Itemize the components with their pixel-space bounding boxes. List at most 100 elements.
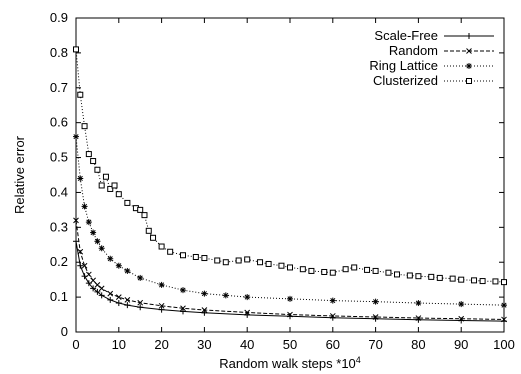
data-point: [115, 294, 122, 301]
data-point: [73, 46, 79, 53]
data-point: [76, 174, 84, 182]
legend-marker: [465, 62, 473, 70]
data-point: [179, 286, 187, 294]
x-tick-label: 20: [154, 337, 168, 352]
legend-label: Scale-Free: [374, 28, 438, 43]
legend-marker: [466, 78, 472, 84]
x-tick-label: 0: [72, 337, 79, 352]
data-point: [158, 281, 166, 289]
data-point: [85, 218, 93, 226]
data-point: [106, 296, 114, 304]
x-axis-label-superscript: 4: [356, 355, 361, 365]
x-tick-label: 60: [326, 337, 340, 352]
series-line-ring-lattice: [75, 136, 505, 306]
x-tick-label: 30: [197, 337, 211, 352]
data-point: [329, 297, 337, 305]
y-tick-label: 0.6: [50, 115, 68, 130]
series-random: [73, 217, 507, 323]
data-point: [329, 269, 336, 276]
y-tick-label: 0.5: [50, 150, 68, 165]
data-point: [90, 277, 97, 284]
data-point: [342, 266, 349, 273]
data-point: [167, 248, 174, 255]
data-point: [93, 237, 101, 245]
data-point: [385, 269, 392, 276]
data-point: [123, 267, 131, 275]
data-point: [115, 299, 123, 307]
data-point: [115, 191, 122, 198]
data-point: [106, 255, 114, 263]
data-point: [81, 123, 88, 130]
data-point: [102, 173, 109, 180]
data-point: [449, 275, 456, 282]
data-point: [351, 264, 358, 271]
data-point: [98, 182, 105, 189]
data-point: [428, 273, 435, 280]
legend-marker: [465, 32, 473, 40]
data-point: [222, 291, 230, 299]
data-point: [265, 260, 272, 267]
data-point: [222, 259, 229, 266]
data-point: [180, 252, 186, 259]
legend-item-random: Random: [389, 43, 494, 58]
data-point: [77, 91, 84, 98]
x-tick-label: 10: [112, 337, 126, 352]
data-point: [123, 301, 131, 309]
data-point: [201, 255, 208, 262]
data-point: [98, 244, 106, 252]
data-point: [372, 298, 380, 306]
series-ring-lattice: [72, 133, 508, 309]
data-point: [492, 278, 499, 285]
data-point: [299, 266, 306, 273]
data-point: [286, 295, 294, 303]
data-point: [214, 257, 221, 264]
series-clusterized: [73, 46, 507, 286]
data-point: [287, 264, 293, 271]
data-point: [77, 248, 84, 255]
data-point: [85, 151, 92, 158]
data-point: [501, 279, 507, 286]
data-point: [394, 271, 400, 278]
x-tick-label: 70: [368, 337, 382, 352]
plot-frame: [75, 17, 505, 333]
data-point: [89, 229, 97, 237]
series-layer: [72, 46, 508, 325]
data-point: [278, 262, 285, 269]
data-point: [479, 278, 486, 285]
x-tick-label: 100: [493, 337, 515, 352]
data-point: [364, 266, 371, 273]
data-point: [141, 212, 148, 219]
series-line-clusterized: [75, 49, 505, 283]
x-axis-label: Random walk steps *104: [219, 355, 361, 371]
data-point: [243, 293, 251, 301]
data-point: [458, 276, 465, 283]
data-point: [457, 300, 465, 308]
y-tick-label: 0.3: [50, 219, 68, 234]
data-point: [321, 268, 328, 275]
data-point: [137, 206, 144, 213]
data-point: [200, 290, 208, 298]
legend-label: Random: [389, 43, 438, 58]
y-axis: 0 0.1 0.2 0.3 0.4 0.5 0.6 0.7 0.8 0.9: [50, 10, 504, 339]
x-axis-label-text: Random walk steps *10: [219, 356, 356, 371]
legend-label: Ring Lattice: [369, 58, 438, 73]
data-point: [414, 299, 422, 307]
data-point: [115, 262, 123, 270]
data-point: [436, 274, 443, 281]
legend-item-scale-free: Scale-Free: [374, 28, 494, 43]
legend-item-clusterized: Clusterized: [373, 73, 494, 88]
x-tick-label: 90: [454, 337, 468, 352]
data-point: [81, 202, 89, 210]
data-point: [415, 273, 422, 280]
data-point: [308, 267, 315, 274]
data-point: [94, 281, 101, 288]
data-point: [500, 301, 508, 309]
y-axis-label: Relative error: [12, 135, 27, 214]
data-point: [85, 271, 92, 278]
data-point: [257, 259, 264, 266]
data-point: [124, 199, 131, 206]
legend-label: Clusterized: [373, 73, 438, 88]
y-tick-label: 0.9: [50, 10, 68, 25]
